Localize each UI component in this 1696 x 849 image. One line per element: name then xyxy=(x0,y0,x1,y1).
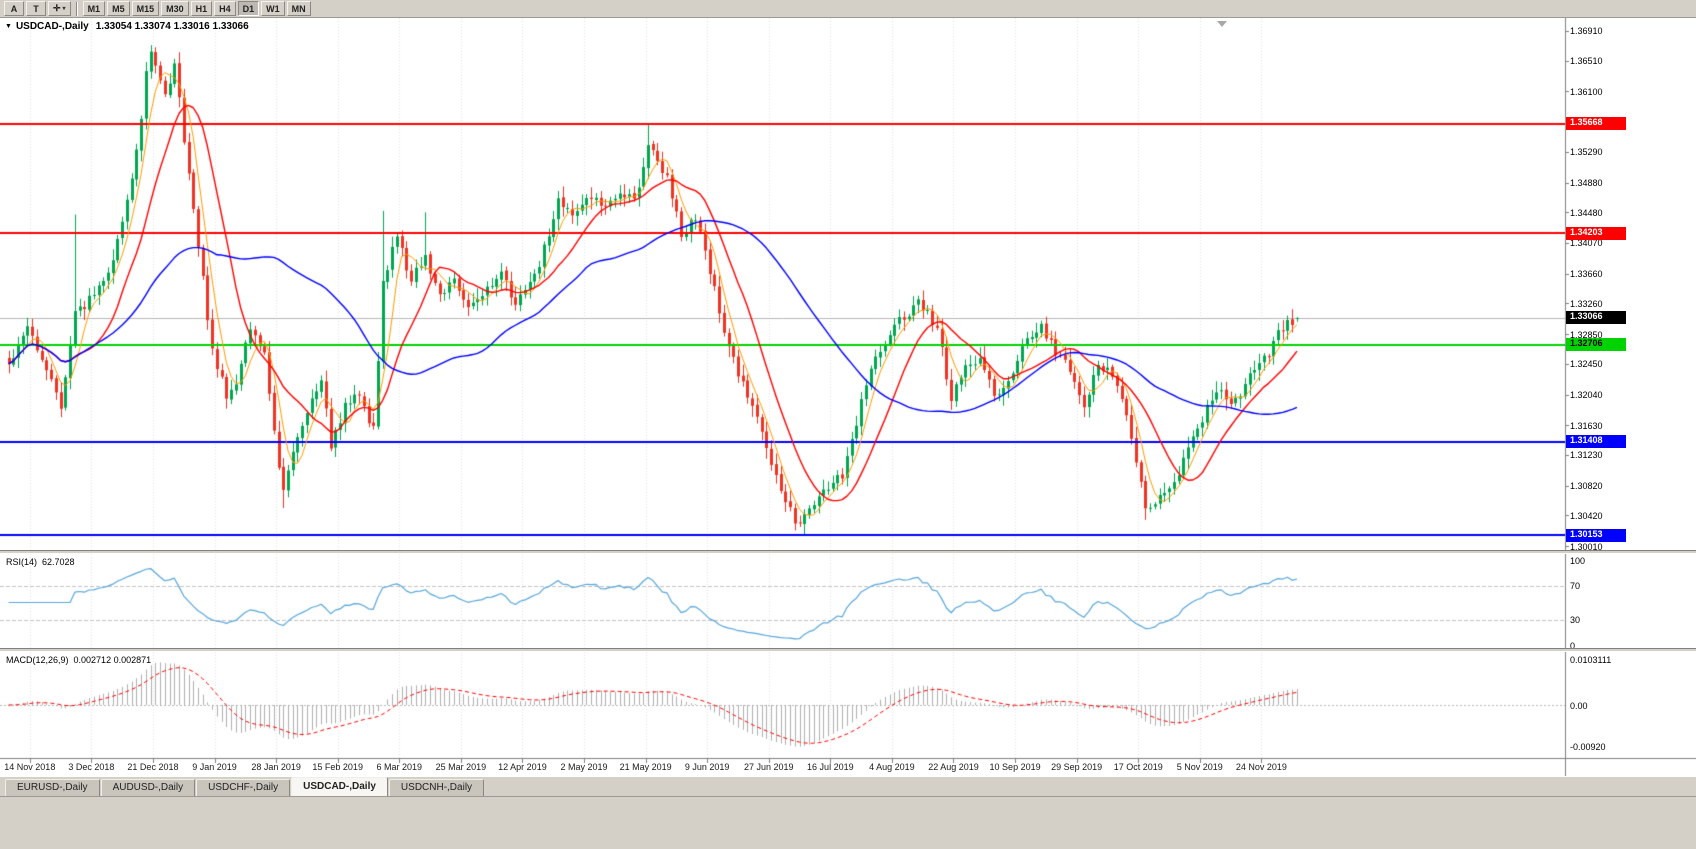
date-axis-label: 14 Nov 2018 xyxy=(4,762,56,772)
timeframe-button-h1[interactable]: H1 xyxy=(190,1,213,16)
date-axis-label: 16 Jul 2019 xyxy=(807,762,854,772)
date-axis-label: 28 Jan 2019 xyxy=(251,762,301,772)
date-axis-label: 21 Dec 2018 xyxy=(127,762,179,772)
chart-tab-bar: EURUSD-,Daily AUDUSD-,Daily USDCHF-,Daily U… xyxy=(0,776,1696,796)
chart-shift-marker[interactable] xyxy=(1217,21,1227,27)
price-axis-label: 1.34880 xyxy=(1570,178,1603,189)
date-axis-label: 9 Jun 2019 xyxy=(684,762,730,772)
price-axis-label: 1.31630 xyxy=(1570,420,1603,431)
date-axis-label: 6 Mar 2019 xyxy=(376,762,423,772)
chart-tab-eurusd[interactable]: EURUSD-,Daily xyxy=(5,779,100,796)
date-axis-label: 24 Nov 2019 xyxy=(1235,762,1287,772)
status-area xyxy=(0,796,1696,849)
price-axis-label: 1.36510 xyxy=(1570,56,1603,67)
date-axis-label: 10 Sep 2019 xyxy=(989,762,1041,772)
tool-button-a[interactable]: A xyxy=(4,1,24,16)
crosshair-icon: ✛ xyxy=(53,3,61,13)
date-axis-label: 5 Nov 2019 xyxy=(1176,762,1223,772)
collapse-triangle-icon[interactable]: ▼ xyxy=(5,23,12,30)
price-axis-label: 1.30010 xyxy=(1570,541,1603,552)
date-axis-label: 4 Aug 2019 xyxy=(869,762,915,772)
macd-axis-label: -0.00920 xyxy=(1570,741,1606,752)
date-axis-label: 27 Jun 2019 xyxy=(743,762,794,772)
price-axis-label: 1.31230 xyxy=(1570,450,1603,461)
price-axis-label: 1.34480 xyxy=(1570,207,1603,218)
date-axis-label: 2 May 2019 xyxy=(560,762,608,772)
price-axis-label: 1.32850 xyxy=(1570,329,1603,340)
timeframe-button-m15[interactable]: M15 xyxy=(131,1,160,16)
rsi-axis-label: 0 xyxy=(1570,640,1576,651)
timeframe-group: M1 M5 M15 M30 H1 H4 D1 W1 MN xyxy=(82,1,312,16)
chart-tab-usdcnh[interactable]: USDCNH-,Daily xyxy=(388,779,485,796)
timeframe-button-mn[interactable]: MN xyxy=(286,1,311,16)
macd-name: MACD(12,26,9) xyxy=(6,655,69,665)
price-axis-label: 1.32040 xyxy=(1570,390,1603,400)
level-price-badge: 1.30153 xyxy=(1566,528,1626,542)
price-axis-label: 1.36910 xyxy=(1570,26,1603,37)
crosshair-tool-button[interactable]: ✛ ▾ xyxy=(48,1,71,16)
chart-title: ▼ USDCAD-,Daily 1.33054 1.33074 1.33016 1.… xyxy=(5,21,249,32)
caret-down-icon: ▾ xyxy=(62,6,66,12)
toolbar-separator xyxy=(75,1,78,16)
chart-tab-usdcad[interactable]: USDCAD-,Daily xyxy=(291,777,388,796)
macd-axis-label: 0.00 xyxy=(1570,700,1588,711)
ohlc-values: 1.33054 1.33074 1.33016 1.33066 xyxy=(95,21,249,32)
rsi-axis-label: 70 xyxy=(1570,581,1581,591)
price-axis-label: 1.34070 xyxy=(1570,238,1603,249)
chart-region: ▼ USDCAD-,Daily 1.33054 1.33074 1.33016 1.… xyxy=(0,18,1696,776)
price-axis-label: 1.33260 xyxy=(1570,298,1603,309)
symbol-period-label: USDCAD-,Daily xyxy=(15,21,89,32)
timeframe-button-d1[interactable]: D1 xyxy=(237,1,260,16)
date-axis-label: 9 Jan 2019 xyxy=(192,762,237,772)
price-axis-label: 1.30420 xyxy=(1570,510,1603,521)
rsi-value: 62.7028 xyxy=(42,557,75,567)
date-axis-label: 17 Oct 2019 xyxy=(1113,762,1163,772)
timeframe-button-m1[interactable]: M1 xyxy=(82,1,106,16)
timeframe-button-m5[interactable]: M5 xyxy=(107,1,130,16)
rsi-pane-label: RSI(14) 62.7028 xyxy=(6,557,75,567)
macd-values: 0.002712 0.002871 xyxy=(73,655,152,665)
date-axis-label: 25 Mar 2019 xyxy=(435,762,487,772)
timeframe-button-h4[interactable]: H4 xyxy=(214,1,236,16)
macd-axis-label: 0.0103111 xyxy=(1570,654,1612,665)
chart-tab-audusd[interactable]: AUDUSD-,Daily xyxy=(100,779,196,796)
price-axis-label: 1.30820 xyxy=(1570,481,1603,492)
level-price-badge: 1.31408 xyxy=(1566,435,1626,449)
level-price-badge: 1.32706 xyxy=(1566,338,1626,352)
macd-pane-label: MACD(12,26,9) 0.002712 0.002871 xyxy=(6,655,151,665)
date-axis-label: 22 Aug 2019 xyxy=(928,762,979,772)
pane-divider[interactable] xyxy=(0,648,1696,652)
level-price-badge: 1.34203 xyxy=(1566,226,1626,240)
timeframe-button-m30[interactable]: M30 xyxy=(161,1,189,16)
pane-divider[interactable] xyxy=(0,550,1696,554)
date-axis-label: 12 Apr 2019 xyxy=(498,762,547,772)
current-price-badge: 1.33066 xyxy=(1566,311,1626,325)
price-axis-label: 1.36100 xyxy=(1570,86,1603,97)
date-axis-label: 15 Feb 2019 xyxy=(312,762,363,772)
date-axis-label: 3 Dec 2018 xyxy=(68,762,115,772)
rsi-axis-label: 100 xyxy=(1570,555,1586,566)
tool-button-t[interactable]: T xyxy=(26,1,46,16)
rsi-name: RSI(14) xyxy=(6,557,38,567)
chart-tab-usdchf[interactable]: USDCHF-,Daily xyxy=(196,779,291,796)
price-axis-label: 1.33660 xyxy=(1570,269,1603,280)
price-axis-label: 1.35290 xyxy=(1570,147,1603,158)
rsi-axis-label: 30 xyxy=(1570,615,1581,625)
date-axis-label: 29 Sep 2019 xyxy=(1051,762,1103,772)
price-chart-canvas[interactable] xyxy=(0,18,1696,776)
timeframe-button-w1[interactable]: W1 xyxy=(261,1,285,16)
price-axis-label: 1.32450 xyxy=(1570,359,1603,370)
date-axis-label: 21 May 2019 xyxy=(619,762,672,772)
level-price-badge: 1.35668 xyxy=(1566,117,1626,131)
